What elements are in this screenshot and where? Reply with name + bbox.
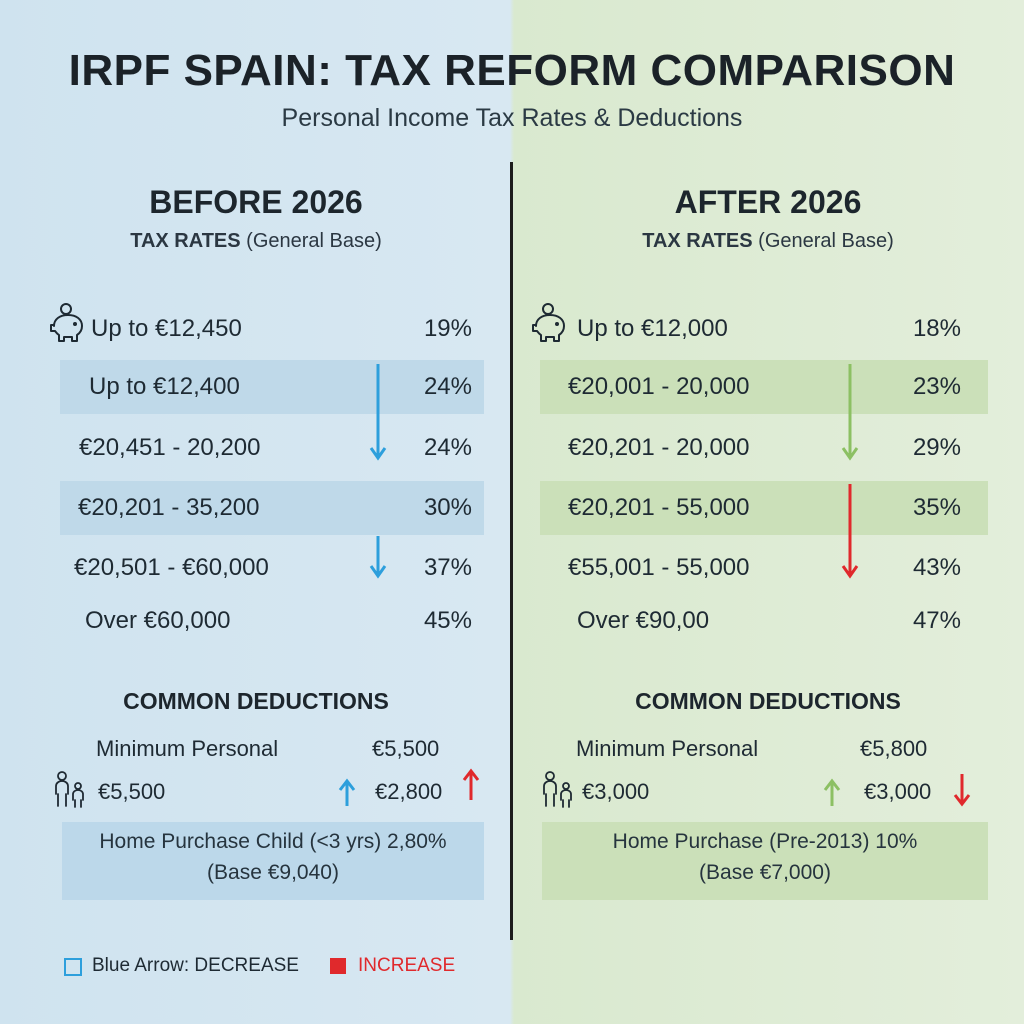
before-child-value-2: €2,800 [375,779,443,804]
bracket-range: Up to €12,400 [89,373,240,400]
before-rates-label-bold: TAX RATES [130,230,241,252]
legend-increase-swatch [330,958,346,974]
after-bracket-row: Up to €12,000 18% [540,302,988,356]
after-rates-label: TAX RATES (General Base) [512,230,1024,253]
after-child-value: €3,000 [582,779,650,804]
bracket-rate: 45% [423,607,472,634]
bracket-range: Up to €12,450 [91,315,242,342]
after-bracket-row: €20,201 - 20,000 29% [540,421,988,475]
before-column: BEFORE 2026 TAX RATES (General Base) Up … [0,184,512,900]
bracket-range: €20,501 - €60,000 [74,554,269,581]
arrow-up-icon [462,768,480,800]
bracket-rate: 19% [423,315,472,342]
legend-decrease-swatch [64,958,82,976]
bracket-range: Over €60,000 [85,607,231,634]
bracket-rate: 35% [912,494,961,521]
legend-increase-label: INCREASE [358,955,456,976]
before-home-purchase-box: Home Purchase Child (<3 yrs) 2,80% (Base… [62,822,484,900]
arrow-down-icon [841,484,859,579]
piggy-bank-icon [50,303,83,342]
bracket-range: Over €90,00 [577,607,710,634]
bracket-rate: 30% [423,494,472,521]
bracket-rate: 29% [912,434,961,461]
arrow-up-icon [338,778,356,806]
column-divider [510,162,513,940]
arrow-up-icon [823,778,841,806]
after-column: AFTER 2026 TAX RATES (General Base) Up t… [512,0,1024,1024]
arrow-down-icon [953,774,971,807]
after-home-purchase-box: Home Purchase (Pre-2013) 10% (Base €7,00… [542,822,988,900]
before-box-line2: (Base €9,040) [207,861,339,884]
family-icon [55,771,84,808]
before-bracket-row: Over €60,000 45% [60,594,484,648]
bracket-rate: 37% [423,554,472,581]
after-box-line2: (Base €7,000) [699,861,831,884]
before-heading: BEFORE 2026 [149,184,363,220]
after-bracket-row: €20,201 - 55,000 35% [540,481,988,535]
after-box-line1: Home Purchase (Pre-2013) 10% [612,830,918,853]
piggy-bank-icon [532,303,565,342]
before-bracket-row: Up to €12,400 24% [60,360,484,414]
bracket-range: €55,001 - 55,000 [568,554,750,581]
bracket-rate: 24% [423,434,472,461]
before-deductions-heading: COMMON DEDUCTIONS [123,688,389,714]
before-bracket-row: €20,451 - 20,200 24% [60,421,484,475]
after-bracket-row: Over €90,00 47% [540,594,988,648]
before-rates-label: TAX RATES (General Base) [0,230,512,253]
bracket-range: Up to €12,000 [577,315,728,342]
before-bracket-row: €20,201 - 35,200 30% [60,481,484,535]
before-min-personal-label: Minimum Personal [96,736,279,761]
bracket-range: €20,451 - 20,200 [79,434,261,461]
arrow-down-icon [369,364,387,461]
after-child-value-2: €3,000 [864,779,932,804]
before-min-personal-value: €5,500 [372,736,440,761]
bracket-rate: 47% [912,607,961,634]
bracket-range: €20,201 - 55,000 [568,494,750,521]
after-deductions-heading: COMMON DEDUCTIONS [635,688,901,714]
bracket-range: €20,201 - 35,200 [78,494,260,521]
before-child-value: €5,500 [98,779,166,804]
arrow-down-icon [369,536,387,579]
arrow-down-icon [841,364,859,461]
after-heading: AFTER 2026 [674,184,862,220]
bracket-range: €20,001 - 20,000 [568,373,750,400]
before-bracket-row: €20,501 - €60,000 37% [60,541,484,595]
bracket-rate: 23% [912,373,961,400]
before-bracket-row: Up to €12,450 19% [60,302,484,356]
after-rates-label-rest: (General Base) [758,230,894,252]
legend-decrease-label: Blue Arrow: DECREASE [92,955,299,976]
after-min-personal-label: Minimum Personal [576,736,759,761]
bracket-rate: 43% [912,554,961,581]
before-rates-label-rest: (General Base) [246,230,382,252]
before-box-line1: Home Purchase Child (<3 yrs) 2,80% [99,830,447,853]
after-bracket-row: €55,001 - 55,000 43% [540,541,988,595]
bracket-range: €20,201 - 20,000 [568,434,750,461]
after-bracket-row: €20,001 - 20,000 23% [540,360,988,414]
bracket-rate: 18% [912,315,961,342]
page-title: IRPF SPAIN: TAX REFORM COMPARISON [68,46,956,95]
after-min-personal-value: €5,800 [860,736,928,761]
page-subtitle: Personal Income Tax Rates & Deductions [281,104,743,132]
family-icon [543,771,572,808]
after-rates-label-bold: TAX RATES [642,230,753,252]
bracket-rate: 24% [423,373,472,400]
